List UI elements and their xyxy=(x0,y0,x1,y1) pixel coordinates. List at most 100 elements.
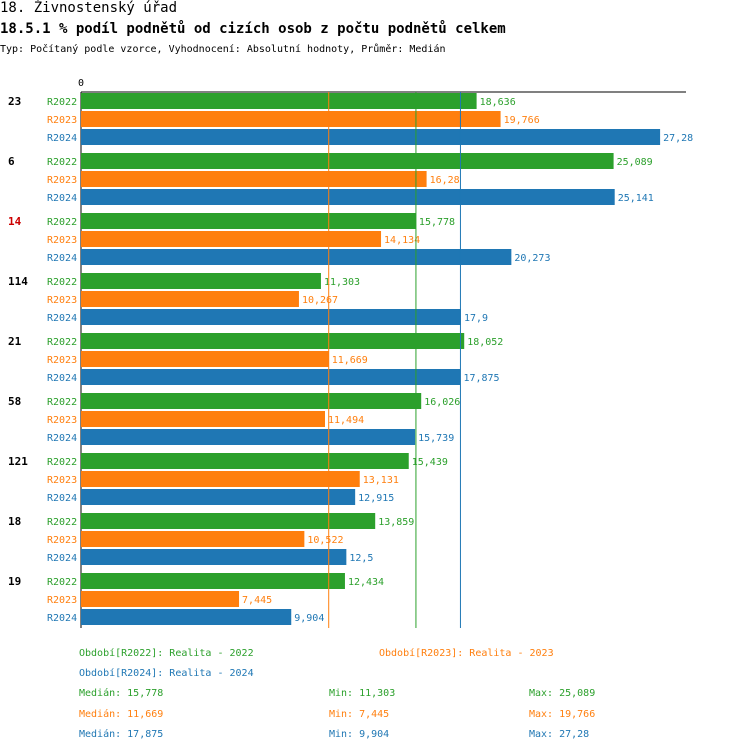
bar-value-label: 16,026 xyxy=(424,397,460,408)
bar-r2023 xyxy=(81,531,305,547)
chart-type-line: Typ: Počítaný podle vzorce, Vyhodnocení:… xyxy=(0,44,446,55)
series-label: R2022 xyxy=(47,577,77,588)
bar-r2022 xyxy=(81,333,465,349)
legend-min-r2022: Min: 11,303 xyxy=(329,688,396,699)
axis-zero-label: 0 xyxy=(78,78,84,89)
bar-r2024 xyxy=(81,369,461,385)
series-label: R2022 xyxy=(47,157,77,168)
bar-value-label: 19,766 xyxy=(504,115,540,126)
legend-max-r2023: Max: 19,766 xyxy=(529,709,596,720)
legend-median-r2023: Medián: 11,669 xyxy=(79,709,164,720)
series-label: R2022 xyxy=(47,517,77,528)
bar-value-label: 17,875 xyxy=(463,373,499,384)
bar-r2023 xyxy=(81,171,427,187)
series-label: R2024 xyxy=(47,193,77,204)
legend-median-r2024: Medián: 17,875 xyxy=(79,729,164,740)
legend-period-r2023: Období[R2023]: Realita - 2023 xyxy=(379,648,554,659)
series-label: R2023 xyxy=(47,415,77,426)
bar-value-label: 11,494 xyxy=(328,415,364,426)
bar-value-label: 14,134 xyxy=(384,235,420,246)
series-label: R2023 xyxy=(47,235,77,246)
bar-r2023 xyxy=(81,231,382,247)
bar-value-label: 13,131 xyxy=(363,475,399,486)
bar-value-label: 15,439 xyxy=(412,457,448,468)
series-label: R2023 xyxy=(47,355,77,366)
series-label: R2023 xyxy=(47,595,77,606)
bar-r2024 xyxy=(81,429,416,445)
bar-value-label: 12,915 xyxy=(358,493,394,504)
bar-r2022 xyxy=(81,93,477,109)
legend-max-r2024: Max: 27,28 xyxy=(529,729,590,740)
bar-value-label: 16,28 xyxy=(430,175,460,186)
bar-value-label: 15,778 xyxy=(419,217,455,228)
bar-r2024 xyxy=(81,129,661,145)
series-label: R2022 xyxy=(47,337,77,348)
series-label: R2024 xyxy=(47,433,77,444)
series-label: R2022 xyxy=(47,397,77,408)
group-label: 6 xyxy=(8,155,15,168)
bar-r2023 xyxy=(81,471,360,487)
group-label: 21 xyxy=(8,335,22,348)
group-label: 19 xyxy=(8,575,21,588)
page-title: 18. Živnostenský úřad xyxy=(0,0,178,16)
bar-r2024 xyxy=(81,609,292,625)
series-label: R2024 xyxy=(47,613,77,624)
bar-r2022 xyxy=(81,273,321,289)
bar-r2022 xyxy=(81,573,345,589)
bar-value-label: 18,636 xyxy=(480,97,516,108)
bar-r2022 xyxy=(81,213,416,229)
series-label: R2024 xyxy=(47,133,77,144)
bar-value-label: 10,522 xyxy=(307,535,343,546)
series-label: R2023 xyxy=(47,115,77,126)
legend-min-r2023: Min: 7,445 xyxy=(329,709,390,720)
bar-value-label: 15,739 xyxy=(418,433,454,444)
bar-r2022 xyxy=(81,453,409,469)
group-label: 14 xyxy=(8,215,22,228)
bar-r2023 xyxy=(81,351,329,367)
legend-median-r2022: Medián: 15,778 xyxy=(79,688,164,699)
series-label: R2022 xyxy=(47,457,77,468)
chart-title: 18.5.1 % podíl podnětů od cizích osob z … xyxy=(0,21,506,37)
bar-value-label: 20,273 xyxy=(514,253,550,264)
legend-period-r2022: Období[R2022]: Realita - 2022 xyxy=(79,648,254,659)
series-label: R2023 xyxy=(47,535,77,546)
bar-value-label: 12,5 xyxy=(349,553,373,564)
bar-r2022 xyxy=(81,513,376,529)
bar-value-label: 27,28 xyxy=(663,133,693,144)
group-label: 58 xyxy=(8,395,21,408)
bar-value-label: 10,267 xyxy=(302,295,338,306)
series-label: R2022 xyxy=(47,277,77,288)
series-label: R2024 xyxy=(47,373,77,384)
series-label: R2023 xyxy=(47,175,77,186)
series-label: R2024 xyxy=(47,313,77,324)
bar-value-label: 13,859 xyxy=(378,517,414,528)
bar-r2024 xyxy=(81,489,356,505)
series-label: R2024 xyxy=(47,493,77,504)
bar-value-label: 12,434 xyxy=(348,577,384,588)
bar-r2023 xyxy=(81,591,240,607)
bar-value-label: 25,141 xyxy=(618,193,654,204)
group-label: 114 xyxy=(8,275,28,288)
bar-r2024 xyxy=(81,189,615,205)
legend-period-r2024: Období[R2024]: Realita - 2024 xyxy=(79,668,254,679)
series-label: R2023 xyxy=(47,295,77,306)
group-label: 18 xyxy=(8,515,21,528)
bar-r2024 xyxy=(81,549,347,565)
series-label: R2024 xyxy=(47,553,77,564)
bar-chart: 0 23 R2022 18,636 R2023 19,766 R2024 27,28 6 R202… xyxy=(8,78,693,628)
series-label: R2022 xyxy=(47,217,77,228)
group-label: 121 xyxy=(8,455,28,468)
bar-r2023 xyxy=(81,111,501,127)
series-label: R2024 xyxy=(47,253,77,264)
series-label: R2022 xyxy=(47,97,77,108)
bar-value-label: 11,303 xyxy=(324,277,360,288)
bar-r2023 xyxy=(81,411,325,427)
bar-r2022 xyxy=(81,153,614,169)
bar-r2023 xyxy=(81,291,299,307)
legend-min-r2024: Min: 9,904 xyxy=(329,729,390,740)
bar-value-label: 17,9 xyxy=(464,313,488,324)
bar-value-label: 9,904 xyxy=(294,613,324,624)
series-label: R2023 xyxy=(47,475,77,486)
group-label: 23 xyxy=(8,95,21,108)
legend-max-r2022: Max: 25,089 xyxy=(529,688,596,699)
